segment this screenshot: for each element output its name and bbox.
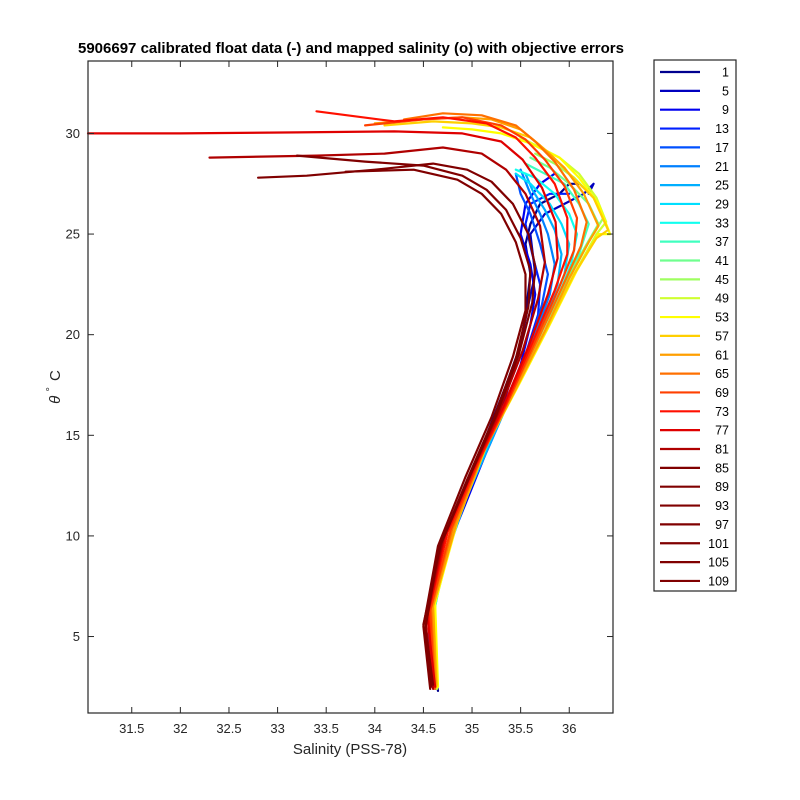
legend-label: 81 — [715, 443, 729, 457]
legend-label: 25 — [715, 179, 729, 193]
legend-label: 93 — [715, 499, 729, 513]
y-axis-label: θ ° C — [41, 370, 64, 404]
legend-label: 61 — [715, 348, 729, 362]
y-axis-ticks: 5 10 15 20 25 30 — [66, 126, 613, 644]
y-tick-label: 25 — [66, 227, 80, 242]
legend-label: 37 — [715, 235, 729, 249]
y-tick-label: 15 — [66, 428, 80, 443]
series-line — [432, 168, 579, 691]
series-line — [344, 168, 527, 691]
series-line — [295, 154, 532, 686]
series-line — [86, 130, 559, 688]
legend-label: 65 — [715, 367, 729, 381]
legend-label: 101 — [708, 537, 729, 551]
legend-label: 77 — [715, 424, 729, 438]
y-axis-label-symbol: θ — [47, 396, 64, 404]
legend-label: 41 — [715, 254, 729, 268]
legend-label: 5 — [722, 84, 729, 98]
y-tick-label: 20 — [66, 327, 80, 342]
legend-label: 21 — [715, 160, 729, 174]
plot-frame — [87, 60, 614, 714]
legend-label: 29 — [715, 197, 729, 211]
series-line — [434, 126, 612, 688]
legend-label: 53 — [715, 311, 729, 325]
series-line — [432, 156, 600, 686]
series-line — [430, 172, 571, 688]
x-tick-label: 36 — [562, 721, 576, 736]
x-axis-label: Salinity (PSS-78) — [293, 741, 407, 758]
y-tick-label: 10 — [66, 528, 80, 543]
y-tick-label: 5 — [73, 629, 80, 644]
legend-label: 69 — [715, 386, 729, 400]
y-tick-label: 30 — [66, 126, 80, 141]
legend-label: 49 — [715, 292, 729, 306]
legend-label: 109 — [708, 574, 729, 588]
legend: 1 5 9 13 17 21 25 29 33 37 41 45 49 53 57 61 65 69 73 77 81 8… — [660, 66, 729, 588]
x-tick-label: 31.5 — [119, 721, 144, 736]
series-line — [429, 182, 595, 688]
series-line — [364, 116, 579, 688]
series-layer — [86, 110, 612, 693]
legend-label: 13 — [715, 122, 729, 136]
legend-box — [653, 59, 737, 592]
x-tick-label: 35.5 — [508, 721, 533, 736]
legend-label: 45 — [715, 273, 729, 287]
legend-label: 85 — [715, 461, 729, 475]
legend-label: 97 — [715, 518, 729, 532]
legend-label: 89 — [715, 480, 729, 494]
legend-label: 57 — [715, 329, 729, 343]
x-tick-label: 32 — [173, 721, 187, 736]
legend-label: 33 — [715, 216, 729, 230]
legend-label: 17 — [715, 141, 729, 155]
x-tick-label: 32.5 — [216, 721, 241, 736]
series-line — [430, 192, 571, 686]
y-axis-label-unit: C — [47, 370, 64, 381]
x-tick-label: 35 — [465, 721, 479, 736]
x-tick-label: 34.5 — [411, 721, 436, 736]
x-tick-label: 33 — [270, 721, 284, 736]
x-tick-label: 33.5 — [314, 721, 339, 736]
x-axis-ticks: 31.5 32 32.5 33 33.5 34 34.5 35 35.5 36 — [119, 61, 576, 736]
legend-label: 73 — [715, 405, 729, 419]
x-tick-label: 34 — [368, 721, 382, 736]
series-line — [432, 162, 590, 688]
legend-label: 1 — [722, 66, 729, 80]
chart-title: 5906697 calibrated float data (-) and ma… — [78, 40, 624, 57]
svg-text:θ ° C: θ ° C — [41, 370, 64, 404]
legend-label: 9 — [722, 103, 729, 117]
legend-label: 105 — [708, 556, 729, 570]
